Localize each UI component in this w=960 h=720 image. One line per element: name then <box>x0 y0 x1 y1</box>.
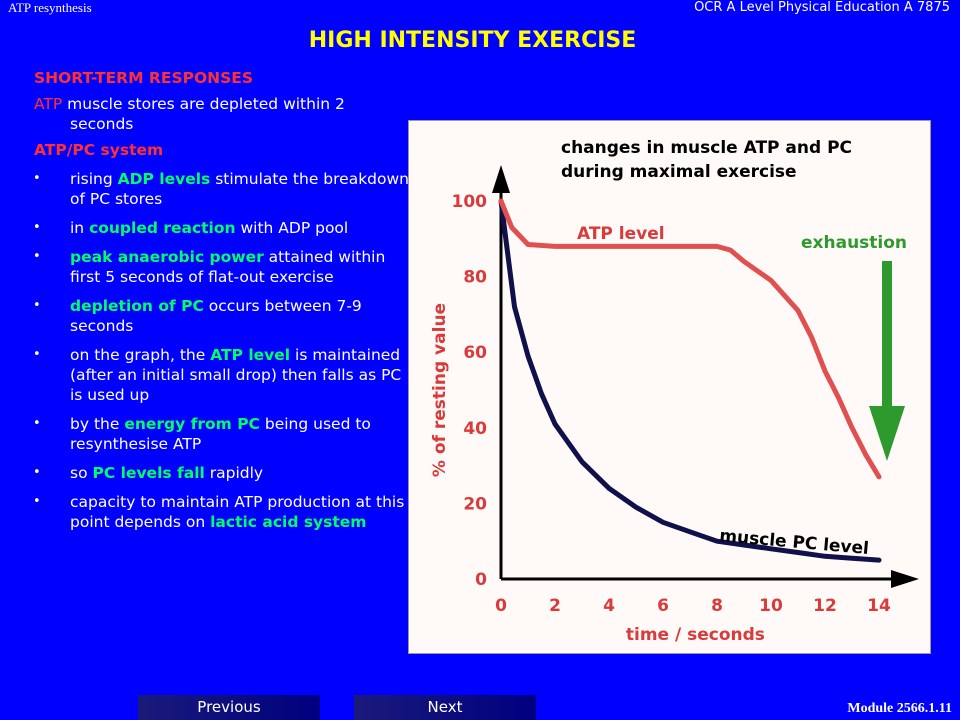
header-course: OCR A Level Physical Education A 7875 <box>694 0 950 15</box>
x-tick-label: 12 <box>813 596 837 616</box>
bullet-item: peak anaerobic power attained within fir… <box>33 247 409 287</box>
bullet-text: capacity to maintain ATP production at t… <box>70 493 405 531</box>
bullet-text: by the <box>70 415 125 433</box>
exhaustion-arrow-shaft <box>882 261 892 411</box>
bullet-highlight: energy from PC <box>124 415 260 433</box>
chart-title-line: changes in muscle ATP and PC <box>561 138 852 158</box>
page-title: HIGH INTENSITY EXERCISE <box>308 28 637 53</box>
x-axis-label: time / seconds <box>626 625 765 645</box>
bullet-highlight: ADP levels <box>117 170 211 188</box>
bullet-text: on the graph, the <box>70 346 211 364</box>
atp-pc-chart: changes in muscle ATP and PC during maxim… <box>430 138 919 645</box>
x-tick-label: 14 <box>867 596 891 616</box>
x-tick-label: 4 <box>603 596 615 616</box>
module-number: Module 2566.1.11 <box>847 701 952 716</box>
bullet-text: being used to resynthesise ATP <box>70 415 371 453</box>
bullet-list: rising ADP levels stimulate the breakdow… <box>33 169 409 532</box>
x-tick-label: 6 <box>657 596 669 616</box>
bullet-highlight: PC levels fall <box>92 464 205 482</box>
y-tick-label: 40 <box>463 419 487 439</box>
next-button[interactable]: Next <box>354 695 536 720</box>
header-topic: ATP resynthesis <box>8 0 92 15</box>
bullet-highlight: ATP level <box>210 346 291 364</box>
y-tick-label: 100 <box>452 192 488 212</box>
bullet-text: rising <box>70 170 118 188</box>
y-tick-label: 80 <box>463 268 487 288</box>
x-tick-label: 8 <box>711 596 723 616</box>
previous-button[interactable]: Previous <box>138 695 320 720</box>
bullet-text: stimulate the breakdown of PC stores <box>70 170 409 208</box>
atp-level-line <box>498 198 882 480</box>
y-tick-label: 60 <box>463 343 487 363</box>
bullet-text: occurs between 7-9 seconds <box>70 297 362 335</box>
atp-paragraph: ATP muscle stores are depleted within 2 … <box>34 94 409 134</box>
y-tick-label: 0 <box>475 570 487 590</box>
x-tick-label: 0 <box>495 596 507 616</box>
bullet-text: so <box>70 464 93 482</box>
chart-title-line: during maximal exercise <box>561 162 797 182</box>
bullet-item: depletion of PC occurs between 7-9 secon… <box>33 296 409 336</box>
subsection-title: ATP/PC system <box>34 141 164 159</box>
bullet-highlight: depletion of PC <box>70 297 204 315</box>
bullet-highlight: lactic acid system <box>210 513 367 531</box>
x-axis-arrow <box>891 570 919 588</box>
pc-level-line <box>498 198 882 563</box>
x-tick-label: 10 <box>759 596 783 616</box>
bullet-item: on the graph, the ATP level is maintaine… <box>33 345 409 405</box>
graph-panel: changes in muscle ATP and PC during maxim… <box>408 120 931 654</box>
bullet-item: so PC levels fall rapidly <box>33 463 409 483</box>
bullet-item: capacity to maintain ATP production at t… <box>33 492 409 532</box>
bullet-item: rising ADP levels stimulate the breakdow… <box>33 169 409 209</box>
previous-label: Previous <box>197 698 261 716</box>
content-panel: SHORT-TERM RESPONSES ATP muscle stores a… <box>33 68 409 541</box>
y-tick-label: 20 <box>463 494 487 514</box>
section-title: SHORT-TERM RESPONSES <box>34 69 254 87</box>
x-tick-label: 2 <box>549 596 561 616</box>
y-axis-label: % of resting value <box>430 303 450 477</box>
bullet-text: is maintained (after an initial small dr… <box>70 346 402 404</box>
atp-series-label: ATP level <box>577 224 665 244</box>
bullet-highlight: peak anaerobic power <box>70 248 264 266</box>
next-label: Next <box>427 698 463 716</box>
exhaustion-arrow-head <box>869 406 905 461</box>
exhaustion-label: exhaustion <box>801 233 907 253</box>
atp-term: ATP <box>34 95 63 113</box>
y-axis-arrow <box>492 165 510 193</box>
bullet-text: attained within first 5 seconds of flat-… <box>70 248 386 286</box>
bullet-text: rapidly <box>204 464 264 482</box>
atp-text: muscle stores are depleted within 2 seco… <box>62 95 345 133</box>
bullet-text: in <box>70 219 90 237</box>
bullet-highlight: coupled reaction <box>89 219 236 237</box>
bullet-text: with ADP pool <box>235 219 349 237</box>
bullet-item: by the energy from PC being used to resy… <box>33 414 409 454</box>
bullet-item: in coupled reaction with ADP pool <box>33 218 409 238</box>
